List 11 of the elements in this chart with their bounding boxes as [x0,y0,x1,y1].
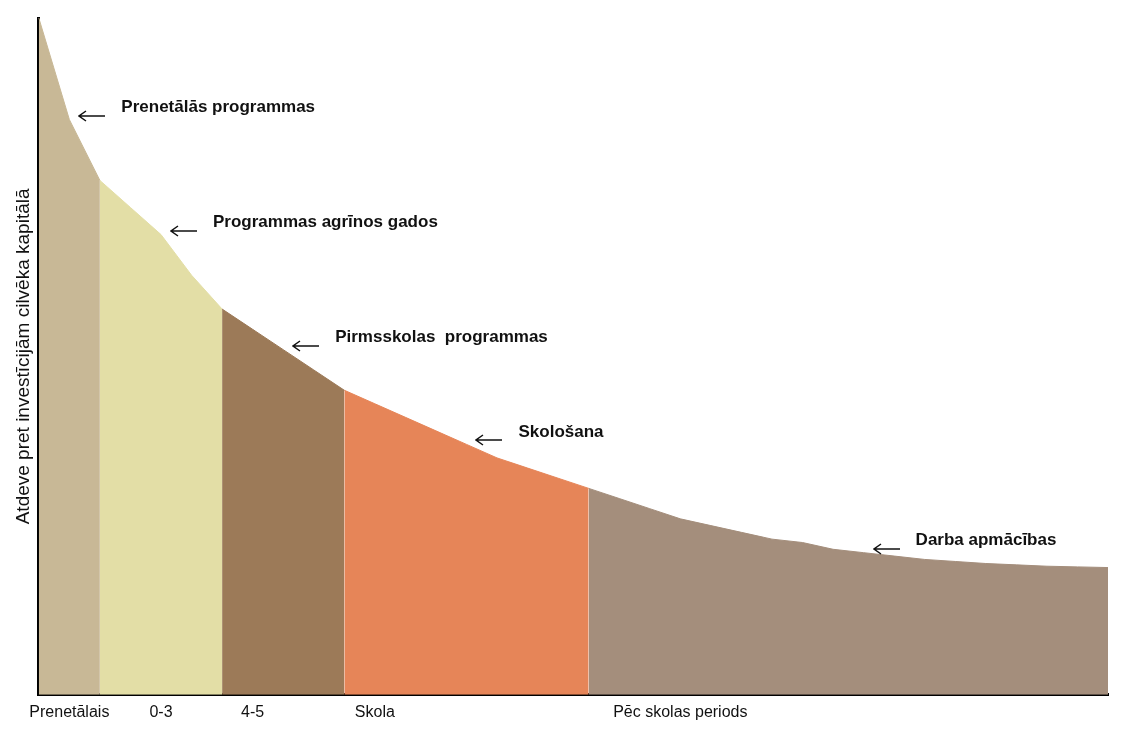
annotation: Darba apmācības [915,530,1057,550]
annotation: Programmas agrīnos gados [212,212,438,232]
annotation: Skološana [518,422,605,442]
y-axis-title: Atdeve pret investīcijām cilvēka kapitālā [11,188,33,525]
x-tick-label: Pēc skolas periods [613,702,748,720]
x-tick-label: Skola [354,702,395,720]
x-tick-label: 4-5 [241,702,265,720]
x-tick-label: Prenetālais [29,702,110,720]
annotation: Prenetālās programmas [121,97,316,117]
annotation: Pirmsskolas programmas [335,327,548,347]
x-tick-label: 0-3 [149,702,173,720]
